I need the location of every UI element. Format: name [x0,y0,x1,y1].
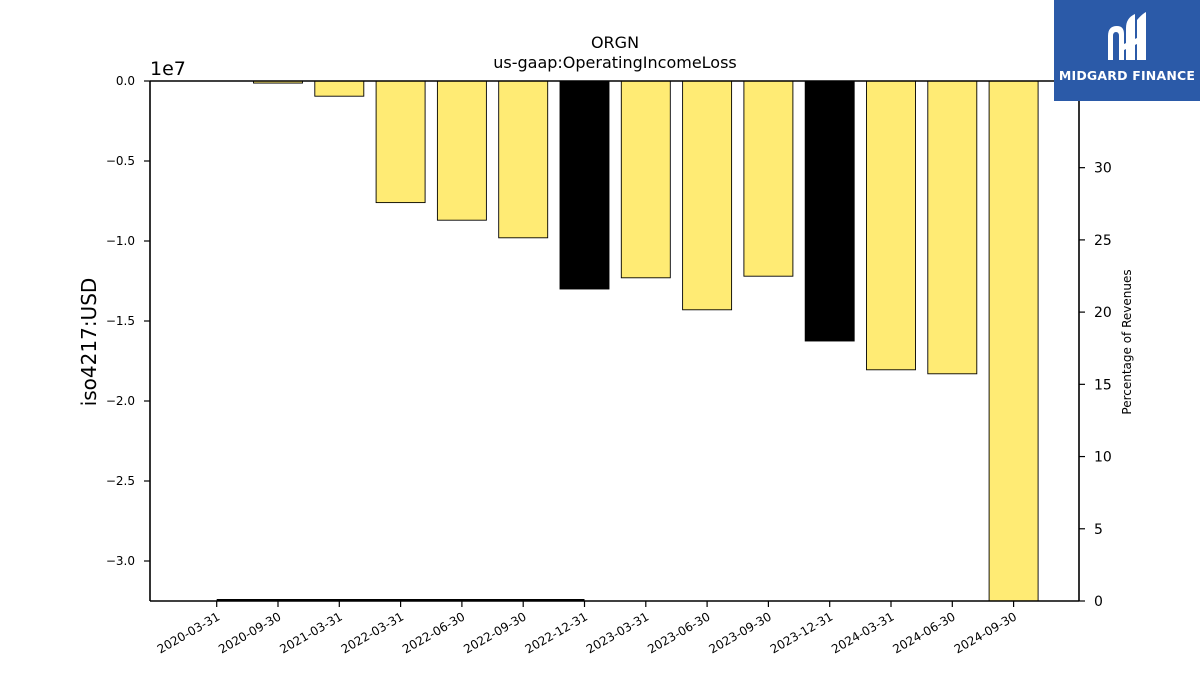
bar-group [253,80,1039,602]
x-tick-label: 2023-06-30 [645,609,712,656]
x-tick-label: 2024-06-30 [890,609,957,656]
bar-2021-03-31 [314,80,365,97]
bar-2023-09-30 [743,80,794,277]
x-tick-label: 2024-03-31 [829,609,896,656]
y2-tick-label: 0 [1094,594,1103,610]
y2-axis-label: Percentage of Revenues [1120,269,1134,414]
x-tick-label: 2020-09-30 [216,609,283,656]
x-tick-label: 2020-03-31 [155,609,222,656]
y2-ticks-group: 0 5 10 15 20 25 30 [1079,161,1112,610]
x-tick-label: 2022-09-30 [461,609,528,656]
y-tick-label: −3.0 [106,554,135,568]
y-tick-label: −1.0 [106,234,135,248]
bar-2024-06-30 [927,80,978,375]
bar-2022-12-31 [559,80,610,290]
y-tick-label: −2.5 [106,474,135,488]
y2-tick-label: 10 [1094,450,1112,466]
x-tick-label: 2023-12-31 [768,609,835,656]
bar-2023-06-30 [682,80,733,311]
y2-tick-label: 5 [1094,522,1103,538]
x-tick-label: 2022-03-31 [339,609,406,656]
x-tick-label: 2022-12-31 [523,609,590,656]
axes-group [149,80,1080,602]
bar-2024-03-31 [866,80,916,371]
bar-2023-12-31 [804,80,855,342]
y2-tick-label: 30 [1094,161,1112,177]
y-axis-offset-label: 1e7 [150,58,186,80]
y-tick-label: −1.5 [106,314,135,328]
bar-2022-03-31 [375,80,426,204]
y-ticks-group: 0.0 −0.5 −1.0 −1.5 −2.0 −2.5 −3.0 [106,74,150,568]
x-tick-label: 2023-03-31 [584,609,651,656]
bar-2022-09-30 [498,80,549,239]
midgard-logo-icon [1108,12,1146,60]
x-tick-label: 2023-09-30 [706,609,773,656]
x-tick-label: 2024-09-30 [952,609,1019,656]
x-ticks-group: 2020-03-312020-09-302021-03-312022-03-31… [155,601,1019,656]
y2-tick-label: 15 [1094,377,1112,393]
midgard-finance-logo: MIDGARD FINANCE [1054,0,1200,101]
y2-tick-label: 25 [1094,233,1112,249]
logo-text: MIDGARD FINANCE [1058,68,1196,83]
y2-tick-label: 20 [1094,305,1112,321]
chart-title: ORGN [591,33,639,52]
bar-2023-03-31 [620,80,671,279]
x-tick-label: 2022-06-30 [400,609,467,656]
x-tick-label: 2021-03-31 [277,609,344,656]
chart-subtitle: us-gaap:OperatingIncomeLoss [493,53,737,72]
y-tick-label: 0.0 [116,74,135,88]
bar-2024-09-30 [988,80,1039,602]
y-tick-label: −2.0 [106,394,135,408]
y-tick-label: −0.5 [106,154,135,168]
bar-2022-06-30 [436,80,487,221]
y-axis-label: iso4217:USD [77,278,101,407]
